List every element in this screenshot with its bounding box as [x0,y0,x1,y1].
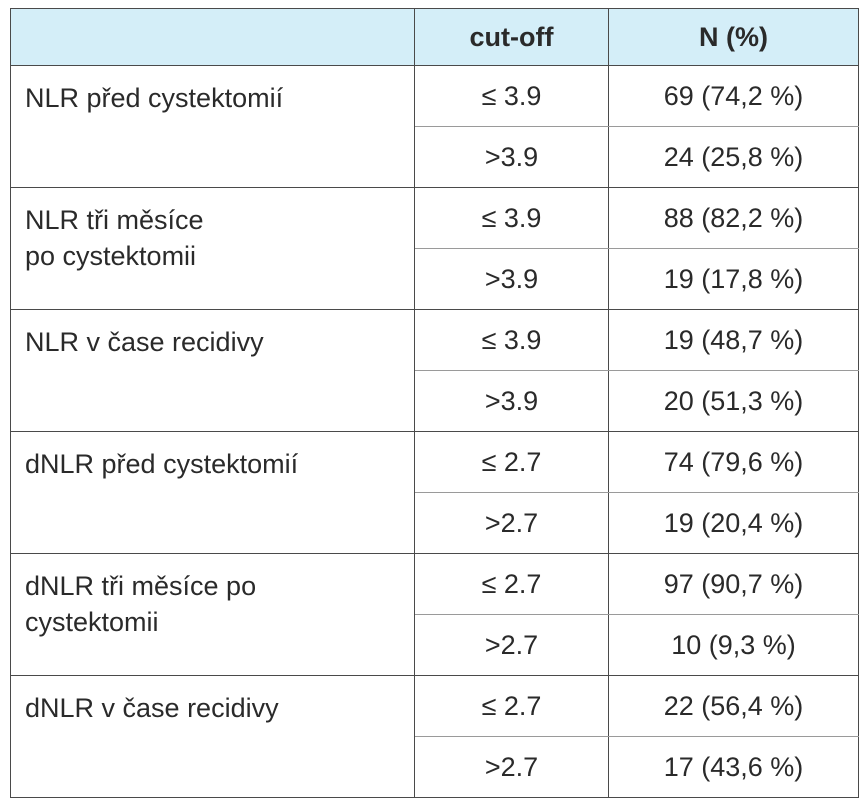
table-header: cut-off N (%) [10,8,859,66]
n-percent-cell: 19 (48,7 %) [608,309,859,371]
n-percent-cell: 88 (82,2 %) [608,187,859,249]
row-label: NLR tři měsíce po cystektomii [10,187,415,310]
cutoff-cell: ≤ 3.9 [414,309,609,371]
table-row: dNLR tři měsíce po cystektomii ≤ 2.7 97 … [10,553,859,676]
cutoff-cell: >3.9 [414,248,609,310]
cutoff-cell: >2.7 [414,614,609,676]
table-row: >3.9 24 (25,8 %) [11,126,859,188]
n-percent-cell: 10 (9,3 %) [608,614,859,676]
n-percent-cell: 22 (56,4 %) [608,675,859,737]
row-label: NLR před cystektomií [10,65,415,188]
row-label: dNLR tři měsíce po cystektomii [10,553,415,676]
header-label [10,8,415,66]
header-n-percent: N (%) [608,8,859,66]
table-row: >2.7 10 (9,3 %) [11,614,859,676]
row-label: dNLR v čase recidivy [10,675,415,798]
cutoff-cell: ≤ 2.7 [414,431,609,493]
n-percent-cell: 97 (90,7 %) [608,553,859,615]
table-row: dNLR před cystektomií ≤ 2.7 74 (79,6 %) [10,431,859,554]
n-percent-cell: 20 (51,3 %) [608,370,859,432]
cutoff-cell: ≤ 3.9 [414,65,609,127]
n-percent-cell: 69 (74,2 %) [608,65,859,127]
table-row: dNLR v čase recidivy ≤ 2.7 22 (56,4 %) [10,675,859,798]
n-percent-cell: 19 (17,8 %) [608,248,859,310]
header-cutoff: cut-off [414,8,609,66]
n-percent-cell: 19 (20,4 %) [608,492,859,554]
cutoff-cell: ≤ 2.7 [414,675,609,737]
cutoff-cell: >3.9 [414,370,609,432]
table-body: NLR před cystektomií ≤ 3.9 69 (74,2 %) >… [10,65,859,798]
table-row: >3.9 20 (51,3 %) [11,370,859,432]
n-percent-cell: 24 (25,8 %) [608,126,859,188]
cutoff-cell: >2.7 [414,492,609,554]
cutoff-cell: >3.9 [414,126,609,188]
row-label: NLR v čase recidivy [10,309,415,432]
n-percent-cell: 74 (79,6 %) [608,431,859,493]
table-row: NLR tři měsíce po cystektomii ≤ 3.9 88 (… [10,187,859,310]
cutoff-cell: ≤ 3.9 [414,187,609,249]
n-percent-cell: 17 (43,6 %) [608,736,859,798]
row-label: dNLR před cystektomií [10,431,415,554]
header-row: cut-off N (%) [10,8,859,66]
table-row: NLR v čase recidivy ≤ 3.9 19 (48,7 %) [10,309,859,432]
table-row: >2.7 17 (43,6 %) [11,736,859,798]
nlr-cutoff-table: cut-off N (%) NLR před cystektomií ≤ 3.9… [10,8,859,798]
table-row: NLR před cystektomií ≤ 3.9 69 (74,2 %) [10,65,859,188]
cutoff-cell: ≤ 2.7 [414,553,609,615]
cutoff-cell: >2.7 [414,736,609,798]
